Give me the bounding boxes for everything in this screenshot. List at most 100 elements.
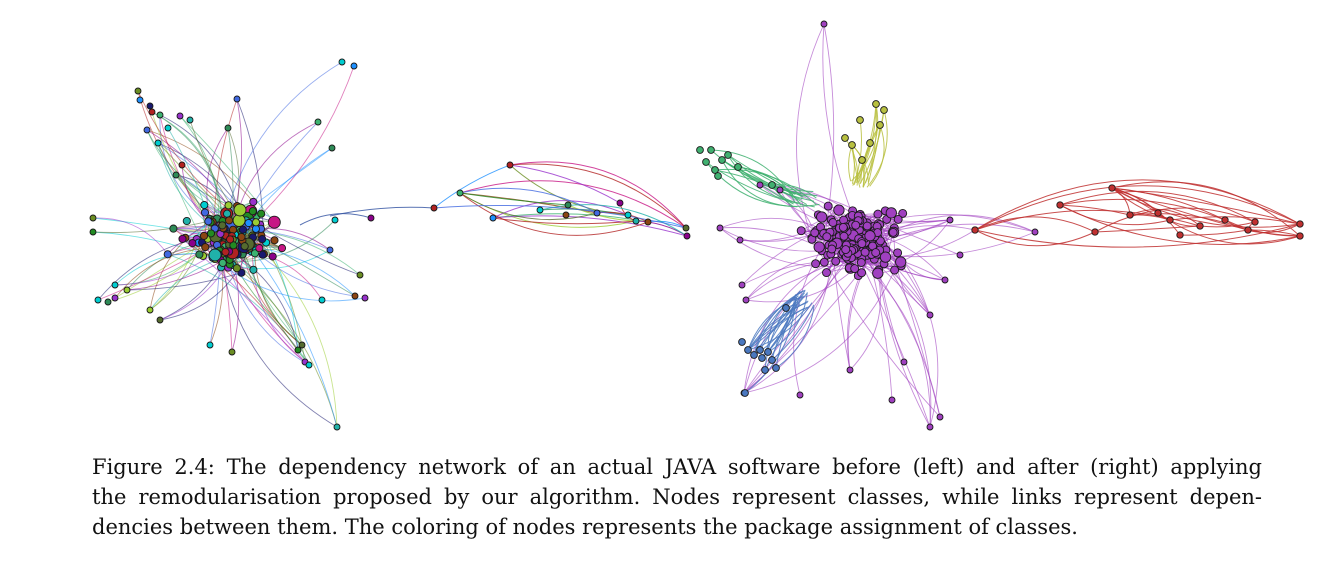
class-node — [758, 354, 766, 362]
class-node — [1056, 201, 1064, 209]
class-node — [233, 95, 241, 103]
class-node — [850, 264, 860, 274]
right-network-panel — [696, 20, 1304, 431]
class-node — [956, 251, 964, 259]
class-node — [741, 389, 749, 397]
class-node — [876, 121, 884, 129]
class-node — [204, 217, 213, 226]
class-node — [169, 224, 178, 233]
class-node — [813, 241, 825, 253]
class-node — [831, 256, 841, 266]
class-node — [199, 231, 209, 240]
dependency-link — [727, 154, 808, 197]
class-node — [143, 126, 151, 134]
class-node — [233, 203, 247, 217]
class-node — [333, 423, 341, 431]
class-node — [971, 226, 979, 234]
class-node — [223, 209, 232, 218]
class-node — [872, 267, 884, 279]
class-node — [734, 163, 742, 171]
dependency-link — [159, 114, 238, 207]
dependency-link — [821, 23, 835, 251]
class-node — [176, 112, 184, 120]
class-node — [258, 235, 267, 244]
dependency-link — [492, 217, 637, 225]
class-node — [146, 306, 154, 314]
class-node — [1251, 218, 1259, 226]
class-node — [318, 296, 326, 304]
class-node — [827, 244, 837, 254]
class-node — [857, 239, 867, 249]
class-node — [111, 281, 119, 289]
dependency-link — [1111, 187, 1171, 221]
dependency-link — [714, 168, 817, 205]
class-node — [163, 250, 172, 259]
class-node — [711, 166, 719, 174]
dependency-link — [227, 127, 240, 207]
class-node — [858, 156, 866, 164]
class-node — [816, 211, 828, 223]
class-node — [562, 211, 570, 219]
dependency-link — [459, 180, 687, 229]
dependency-link — [775, 306, 815, 369]
class-node — [94, 296, 102, 304]
class-node — [328, 144, 336, 152]
class-node — [267, 215, 281, 229]
class-node — [893, 248, 903, 258]
class-node — [851, 220, 861, 230]
dependency-link — [747, 295, 804, 351]
class-node — [506, 161, 514, 169]
dependency-link — [1157, 212, 1301, 245]
dependency-link — [1224, 219, 1301, 234]
dependency-link — [1199, 221, 1256, 228]
class-node — [123, 286, 131, 294]
class-node — [820, 20, 828, 28]
dependency-link — [459, 187, 598, 214]
dependency-link — [146, 129, 254, 203]
dependency-link — [459, 192, 649, 236]
class-node — [206, 341, 214, 349]
class-node — [361, 294, 369, 302]
dependency-link — [433, 204, 687, 229]
class-node — [250, 249, 259, 258]
caption-line-3: dencies between them. The coloring of no… — [92, 515, 1078, 539]
class-node — [761, 366, 769, 374]
class-node — [1244, 226, 1252, 234]
class-node — [946, 216, 954, 224]
class-node — [331, 216, 339, 224]
class-node — [1091, 228, 1099, 236]
dependency-link — [509, 163, 687, 229]
class-node — [208, 248, 222, 262]
class-node — [156, 111, 164, 119]
class-node — [367, 214, 375, 222]
class-node — [104, 298, 112, 306]
class-node — [898, 208, 908, 218]
class-node — [616, 199, 624, 207]
class-node — [255, 244, 264, 253]
dependency-link — [299, 213, 372, 226]
class-node — [702, 158, 710, 166]
class-node — [270, 236, 279, 245]
dependency-link — [743, 269, 896, 394]
class-node — [696, 146, 704, 154]
class-node — [224, 201, 233, 210]
class-node — [172, 171, 180, 179]
class-node — [750, 351, 758, 359]
class-node — [736, 236, 744, 244]
class-node — [238, 225, 248, 234]
class-node — [890, 265, 900, 275]
class-node — [1296, 220, 1304, 228]
dependency-link — [509, 164, 629, 216]
class-node — [744, 346, 752, 354]
dependency-link — [492, 215, 688, 237]
class-node — [218, 221, 227, 230]
class-node — [156, 316, 164, 324]
dependency-link — [1179, 229, 1249, 236]
class-node — [146, 102, 154, 110]
class-node — [314, 118, 322, 126]
class-node — [873, 209, 883, 219]
class-node — [839, 231, 849, 241]
figure-image — [89, 20, 1304, 431]
class-node — [860, 247, 870, 257]
dependency-link — [721, 159, 818, 197]
